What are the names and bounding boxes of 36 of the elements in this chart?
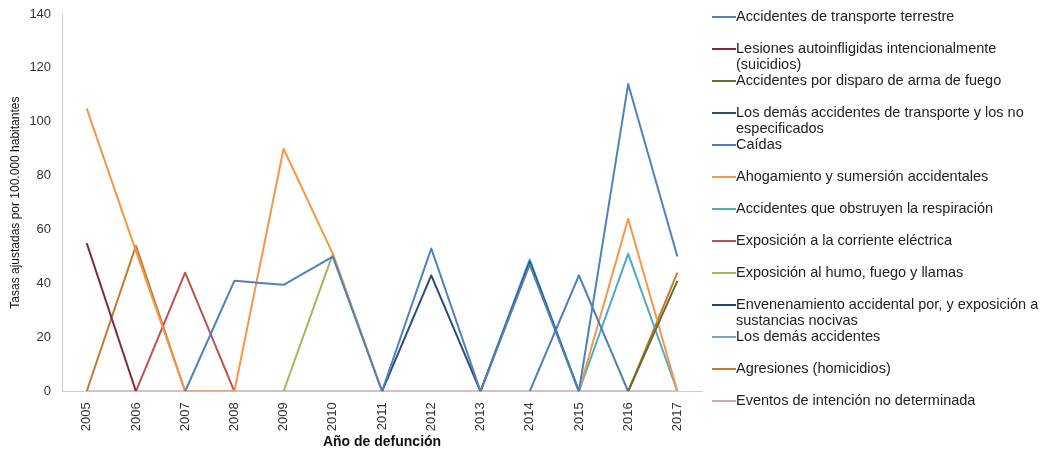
y-tick-label: 40: [36, 275, 52, 291]
x-tick-label: 2007: [176, 402, 192, 432]
legend-label: Los demás accidentes: [736, 328, 881, 344]
y-tick-label: 20: [36, 328, 52, 344]
x-tick-label: 2008: [225, 402, 241, 432]
legend-label: Exposición a la corriente eléctrica: [736, 232, 952, 248]
x-tick-label: 2017: [668, 402, 684, 432]
y-tick-label: 80: [36, 167, 52, 183]
y-tick-label: 100: [29, 113, 52, 129]
x-tick-label: 2016: [619, 402, 635, 432]
x-tick-label: 2006: [127, 402, 143, 432]
x-tick-label: 2005: [78, 402, 94, 432]
legend-label: Ahogamiento y sumersión accidentales: [736, 168, 989, 184]
x-tick-label: 2014: [521, 402, 537, 432]
legend-label: Caídas: [736, 136, 782, 152]
x-tick-label: 2013: [472, 402, 488, 432]
y-tick-label: 60: [36, 221, 52, 237]
legend-label: Accidentes que obstruyen la respiración: [736, 200, 994, 216]
x-tick-label: 2015: [570, 402, 586, 432]
x-tick-label: 2010: [324, 402, 340, 432]
legend-label: Lesiones autoinfligidas intencionalmente (suicidios): [736, 40, 998, 72]
y-tick-label: 0: [43, 382, 52, 398]
y-tick-label: 140: [29, 5, 52, 21]
legend-label: Envenenamiento accidental por, y exposición a sustancias nocivas: [736, 296, 1040, 328]
legend-label: Eventos de intención no determinada: [736, 392, 976, 408]
x-tick-label: 2012: [422, 402, 438, 432]
x-tick-label: 2009: [275, 402, 291, 432]
y-axis-title: Tasas ajustadas por 100.000 habitantes: [7, 96, 22, 309]
y-tick-label: 120: [29, 59, 52, 75]
legend-label: Accidentes por disparo de arma de fuego: [736, 72, 1002, 88]
legend-label: Accidentes de transporte terrestre: [736, 8, 955, 24]
legend-label: Agresiones (homicidios): [736, 360, 891, 376]
x-axis-title: Año de defunción: [322, 433, 442, 450]
legend-label: Exposición al humo, fuego y llamas: [736, 264, 964, 280]
x-tick-label: 2011: [373, 402, 389, 431]
legend-label: Los demás accidentes de transporte y los no especificados: [736, 104, 1025, 136]
